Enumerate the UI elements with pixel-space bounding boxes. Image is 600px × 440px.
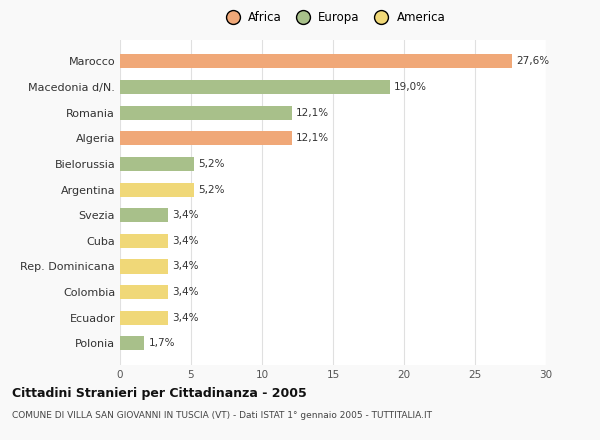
Text: 27,6%: 27,6%: [516, 56, 550, 66]
Bar: [120, 285, 168, 299]
Text: 3,4%: 3,4%: [173, 287, 199, 297]
Bar: [120, 106, 292, 120]
Bar: [120, 208, 168, 222]
Text: 5,2%: 5,2%: [198, 159, 224, 169]
Text: Cittadini Stranieri per Cittadinanza - 2005: Cittadini Stranieri per Cittadinanza - 2…: [12, 387, 307, 400]
Text: 12,1%: 12,1%: [296, 108, 329, 118]
Text: 1,7%: 1,7%: [148, 338, 175, 348]
Text: 5,2%: 5,2%: [198, 185, 224, 194]
Bar: [120, 260, 168, 274]
Text: COMUNE DI VILLA SAN GIOVANNI IN TUSCIA (VT) - Dati ISTAT 1° gennaio 2005 - TUTTI: COMUNE DI VILLA SAN GIOVANNI IN TUSCIA (…: [12, 411, 432, 420]
Bar: [120, 55, 512, 69]
Text: 3,4%: 3,4%: [173, 210, 199, 220]
Text: 12,1%: 12,1%: [296, 133, 329, 143]
Bar: [120, 336, 144, 350]
Bar: [120, 183, 194, 197]
Bar: [120, 131, 292, 145]
Legend: Africa, Europa, America: Africa, Europa, America: [216, 7, 450, 29]
Bar: [120, 311, 168, 325]
Text: 19,0%: 19,0%: [394, 82, 427, 92]
Text: 3,4%: 3,4%: [173, 313, 199, 323]
Text: 3,4%: 3,4%: [173, 236, 199, 246]
Bar: [120, 80, 390, 94]
Bar: [120, 234, 168, 248]
Bar: [120, 157, 194, 171]
Text: 3,4%: 3,4%: [173, 261, 199, 271]
